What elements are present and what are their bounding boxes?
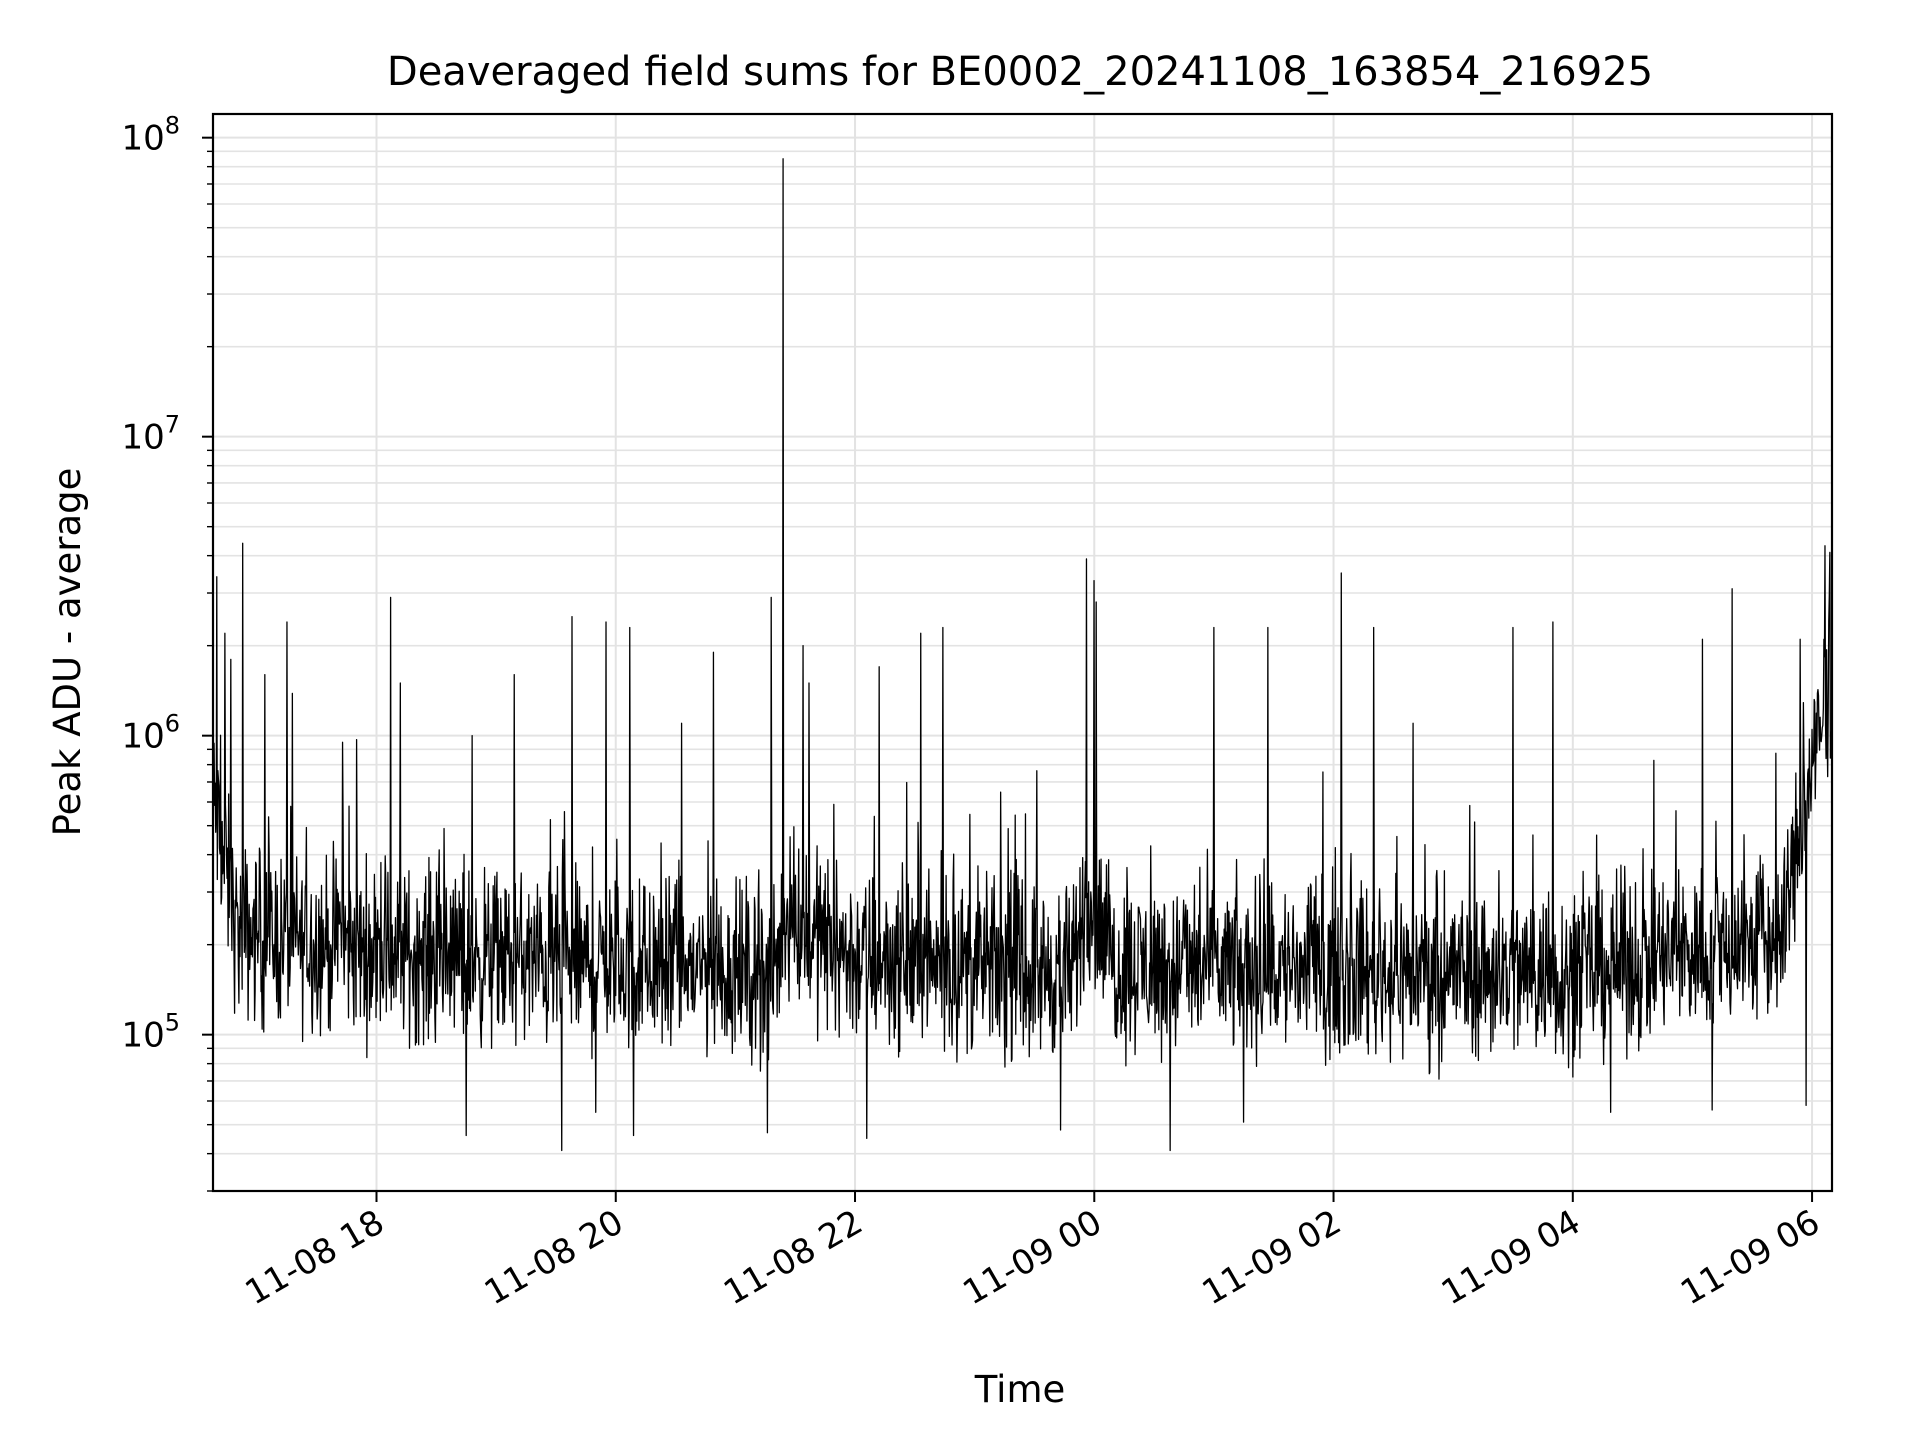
y-tick-label: 106 bbox=[121, 710, 180, 757]
series-line bbox=[212, 158, 1833, 1152]
y-tick-base: 10 bbox=[121, 418, 164, 458]
y-tick-exponent: 7 bbox=[165, 411, 180, 439]
series-path bbox=[212, 158, 1833, 1152]
y-tick-label: 108 bbox=[121, 112, 180, 159]
y-axis-label: Peak ADU - average bbox=[46, 468, 89, 837]
plot-frame bbox=[211, 112, 1834, 1193]
chart-title: Deaveraged field sums for BE0002_2024110… bbox=[387, 49, 1653, 95]
y-tick-exponent: 5 bbox=[165, 1009, 180, 1037]
x-axis-label: Time bbox=[974, 1368, 1066, 1411]
y-tick-base: 10 bbox=[121, 119, 164, 159]
grid bbox=[213, 114, 1832, 1192]
y-tick-label: 107 bbox=[121, 411, 180, 458]
y-tick-label: 105 bbox=[121, 1009, 180, 1056]
y-tick-base: 10 bbox=[121, 1016, 164, 1056]
y-tick-exponent: 8 bbox=[165, 112, 180, 140]
y-tick-base: 10 bbox=[121, 717, 164, 757]
y-tick-exponent: 6 bbox=[165, 710, 180, 738]
